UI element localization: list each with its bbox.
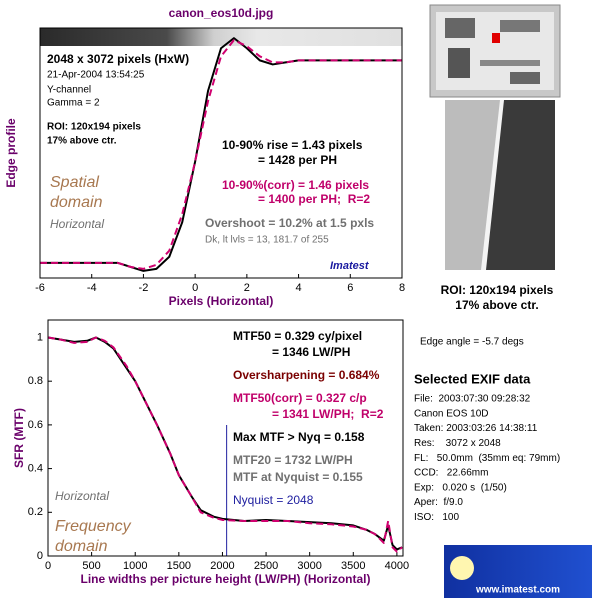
annotation: 10-90%(corr) = 1.46 pixels — [222, 178, 369, 192]
annotation: Horizontal — [50, 217, 104, 231]
y-tick-label: 0.6 — [28, 419, 43, 431]
series-line — [47, 336, 403, 553]
x-tick-label: 0 — [45, 560, 51, 572]
annotation: Dk, lt lvls = 13, 181.7 of 255 — [205, 235, 329, 246]
exif-title: Selected EXIF data — [414, 371, 531, 386]
thumbnail — [429, 4, 561, 98]
annotation: Y-channel — [47, 85, 91, 96]
exif-line: Canon EOS 10D — [414, 408, 489, 419]
exif-line: Taken: 2003:03:26 14:38:11 — [414, 423, 538, 434]
annotation: 17% above ctr. — [47, 136, 117, 147]
exif-line: ISO: 100 — [414, 512, 459, 523]
y-tick-label: 1 — [37, 331, 43, 343]
x-tick-label: 1000 — [123, 560, 147, 572]
y-axis-label: Edge profile — [4, 118, 18, 188]
x-tick-label: 6 — [347, 282, 353, 294]
exif-line: Aper: f/9.0 — [414, 497, 463, 508]
exif-line: Res: 3072 x 2048 — [414, 438, 501, 449]
x-axis-label: Pixels (Horizontal) — [169, 294, 274, 308]
x-tick-label: 0 — [192, 282, 198, 294]
annotation: = 1428 per PH — [258, 153, 337, 167]
annotation: Spatial — [50, 174, 99, 191]
x-tick-label: 2000 — [210, 560, 234, 572]
x-tick-label: 4 — [296, 282, 302, 294]
annotation: MTF20 = 1732 LW/PH — [233, 453, 353, 467]
x-tick-label: 1500 — [167, 560, 191, 572]
x-tick-label: 8 — [399, 282, 405, 294]
annotation: = 1400 per PH; R=2 — [258, 192, 370, 206]
plot-frame — [47, 319, 404, 557]
x-tick-label: -6 — [35, 282, 45, 294]
exif-line: Exp: 0.020 s (1/50) — [414, 482, 507, 493]
x-tick-label: 500 — [82, 560, 100, 572]
x-tick-label: 4000 — [385, 560, 409, 572]
y-tick-label: 0.8 — [28, 375, 43, 387]
annotation: MTF50(corr) = 0.327 c/p — [233, 391, 367, 405]
x-tick-label: 2 — [244, 282, 250, 294]
annotation: 10-90% rise = 1.43 pixels — [222, 138, 363, 152]
y-tick-label: 0 — [37, 550, 43, 562]
annotation: Horizontal — [55, 489, 109, 503]
annotation: = 1346 LW/PH — [272, 345, 350, 359]
x-tick-label: 2500 — [254, 560, 278, 572]
annotation: domain — [50, 194, 103, 211]
roi-image — [445, 100, 555, 270]
series-line — [40, 39, 402, 270]
roi-position: 17% above ctr. — [455, 298, 538, 312]
x-tick-label: -2 — [139, 282, 149, 294]
annotation: Overshoot = 10.2% at 1.5 pxls — [205, 216, 374, 230]
annotation: Max MTF > Nyq = 0.158 — [233, 430, 365, 444]
x-axis-label: Line widths per picture height (LW/PH) (… — [81, 572, 371, 586]
annotation: domain — [55, 538, 108, 555]
annotation: Imatest — [330, 260, 370, 272]
annotation: = 1341 LW/PH; R=2 — [272, 407, 384, 421]
annotation: Frequency — [55, 518, 132, 535]
annotation: MTF50 = 0.329 cy/pixel — [233, 329, 362, 343]
annotation: ROI: 120x194 pixels — [47, 122, 141, 133]
x-tick-label: 3000 — [297, 560, 321, 572]
annotation: MTF at Nyquist = 0.155 — [233, 470, 363, 484]
exif-line: File: 2003:07:30 09:28:32 — [414, 394, 531, 405]
edge-strip — [40, 28, 402, 46]
exif-line: CCD: 22.66mm — [414, 468, 488, 479]
y-tick-label: 0.4 — [28, 462, 43, 474]
annotation: 21-Apr-2004 13:54:25 — [47, 70, 145, 81]
annotation: Gamma = 2 — [47, 98, 100, 109]
y-tick-label: 0.2 — [28, 506, 43, 518]
exif-line: FL: 50.0mm (35mm eq: 79mm) — [414, 453, 560, 464]
logo-url: www.imatest.com — [475, 585, 560, 596]
x-tick-label: -4 — [87, 282, 97, 294]
annotation: Nyquist = 2048 — [233, 493, 314, 507]
x-tick-label: 3500 — [341, 560, 365, 572]
roi-label: ROI: 120x194 pixels — [441, 283, 554, 297]
annotation: 2048 x 3072 pixels (HxW) — [47, 52, 189, 66]
annotation: Oversharpening = 0.684% — [233, 368, 380, 382]
plot-frame — [39, 27, 403, 279]
chart-title: canon_eos10d.jpg — [169, 6, 274, 20]
edge-angle: Edge angle = -5.7 degs — [420, 337, 524, 348]
y-axis-label: SFR (MTF) — [12, 408, 26, 468]
logo — [444, 545, 592, 598]
